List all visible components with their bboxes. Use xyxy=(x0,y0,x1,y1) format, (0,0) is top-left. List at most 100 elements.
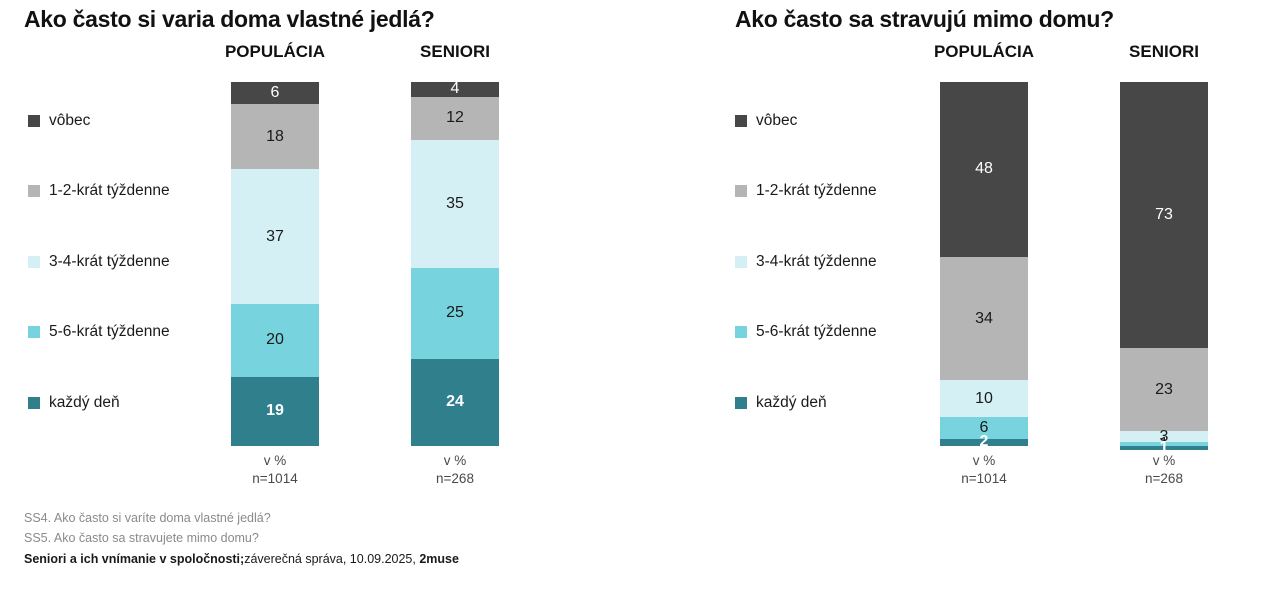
bar-segment[interactable]: 19 xyxy=(231,376,319,446)
bar-segment-value: 4 xyxy=(450,80,460,98)
legend-swatch-icon xyxy=(735,396,747,409)
footnote-source-detail: záverečná správa, 10.09.2025, xyxy=(244,551,420,566)
bar-segment-value: 34 xyxy=(975,309,993,327)
legend-item-3[interactable]: 5-6-krát týždenne xyxy=(735,324,877,340)
bar-footer-seniori-right: v % n=268 xyxy=(1120,452,1208,488)
bar-base-label: n=268 xyxy=(1145,470,1183,486)
bar-segment-value: 25 xyxy=(446,304,464,322)
bar-units-label: v % xyxy=(1152,453,1176,468)
legend-item-label: 3-4-krát týždenne xyxy=(756,253,877,270)
legend-item-label: 1-2-krát týždenne xyxy=(49,182,170,199)
column-header-populacia-left: POPULÁCIA xyxy=(224,42,326,61)
bar-segment[interactable]: 10 xyxy=(940,380,1028,417)
bar-segment-value: 18 xyxy=(266,127,284,145)
legend-swatch-icon xyxy=(735,255,747,268)
bar-segment-value: 2 xyxy=(979,433,989,451)
bar-base-label: n=268 xyxy=(436,470,474,486)
legend-item-label: každý deň xyxy=(756,394,827,411)
bar-segment-value: 3 xyxy=(1159,427,1169,445)
bar-segment[interactable]: 1 xyxy=(1120,439,1208,455)
bar-segment-value: 24 xyxy=(446,393,464,411)
bar-footer-populacia-left: v % n=1014 xyxy=(231,452,319,488)
footnote-ss5: SS5. Ako často sa stravujete mimo domu? xyxy=(24,531,259,546)
stacked-bar-seniori-left[interactable]: 4 12 35 25 24 xyxy=(411,80,499,446)
bar-segment[interactable]: 24 xyxy=(411,358,499,446)
legend-item-3[interactable]: 5-6-krát týždenne xyxy=(28,324,170,340)
footnote-source-brand: 2muse xyxy=(419,551,459,566)
column-header-seniori-right: SENIORI xyxy=(1129,42,1199,61)
legend-item-1[interactable]: 1-2-krát týždenne xyxy=(28,183,170,199)
bar-segment[interactable]: 73 xyxy=(1120,82,1208,348)
bar-segment-value: 19 xyxy=(266,402,284,420)
bar-base-label: n=1014 xyxy=(252,470,298,486)
stacked-bar-populacia-left[interactable]: 6 18 37 20 19 xyxy=(231,82,319,446)
legend-swatch-icon xyxy=(735,114,747,127)
stacked-bar-seniori-right[interactable]: 73 23 3 1 1 xyxy=(1120,82,1208,455)
legend-swatch-icon xyxy=(735,325,747,338)
bar-segment-value: 1 xyxy=(1159,435,1169,453)
bar-footer-seniori-left: v % n=268 xyxy=(411,452,499,488)
legend-swatch-icon xyxy=(28,184,40,197)
bar-units-label: v % xyxy=(972,453,996,468)
legend-swatch-icon xyxy=(28,396,40,409)
legend-item-4[interactable]: každý deň xyxy=(28,395,120,411)
bar-segment[interactable]: 1 xyxy=(1120,436,1208,452)
legend-item-label: každý deň xyxy=(49,394,120,411)
bar-segment[interactable]: 35 xyxy=(411,140,499,268)
legend-item-label: 5-6-krát týždenne xyxy=(756,323,877,340)
bar-segment[interactable]: 25 xyxy=(411,267,499,359)
bar-segment-value: 1 xyxy=(1159,438,1169,456)
bar-segment[interactable]: 37 xyxy=(231,169,319,305)
bar-segment-value: 48 xyxy=(975,160,993,178)
bar-segment[interactable]: 23 xyxy=(1120,347,1208,432)
legend-swatch-icon xyxy=(735,184,747,197)
bar-segment[interactable]: 6 xyxy=(940,416,1028,439)
bar-segment-value: 73 xyxy=(1155,205,1173,223)
bar-segment[interactable]: 12 xyxy=(411,96,499,141)
bar-units-label: v % xyxy=(263,453,287,468)
bar-segment-value: 6 xyxy=(270,83,280,101)
footnote-source: Seniori a ich vnímanie v spoločnosti;záv… xyxy=(24,549,459,569)
bar-segment[interactable]: 20 xyxy=(231,304,319,377)
chart-panel-eating-out: Ako často sa stravujú mimo domu? POPULÁC… xyxy=(639,0,1278,500)
chart-panel-cooking: Ako často si varia doma vlastné jedlá? P… xyxy=(0,0,639,500)
bar-units-label: v % xyxy=(443,453,467,468)
bar-segment[interactable]: 34 xyxy=(940,256,1028,381)
legend-item-0[interactable]: vôbec xyxy=(28,113,90,129)
page-title-left: Ako často si varia doma vlastné jedlá? xyxy=(24,6,435,32)
legend-item-label: vôbec xyxy=(756,112,798,129)
bar-segment-value: 10 xyxy=(975,389,993,407)
legend-item-1[interactable]: 1-2-krát týždenne xyxy=(735,183,877,199)
bar-segment-value: 12 xyxy=(446,109,464,127)
bar-segment[interactable]: 48 xyxy=(940,82,1028,257)
column-header-seniori-left: SENIORI xyxy=(420,42,490,61)
stacked-bar-populacia-right[interactable]: 48 34 10 6 2 xyxy=(940,82,1028,450)
legend-swatch-icon xyxy=(28,325,40,338)
legend-item-label: vôbec xyxy=(49,112,91,129)
bar-segment-value: 6 xyxy=(979,418,989,436)
bar-segment-value: 35 xyxy=(446,194,464,212)
legend-swatch-icon xyxy=(28,255,40,268)
legend-item-0[interactable]: vôbec xyxy=(735,113,797,129)
bar-segment[interactable]: 6 xyxy=(231,82,319,104)
bar-segment[interactable]: 18 xyxy=(231,103,319,170)
legend-item-4[interactable]: každý deň xyxy=(735,395,827,411)
bar-segment-value: 37 xyxy=(266,227,284,245)
bar-segment-value: 23 xyxy=(1155,380,1173,398)
footnote-source-study: Seniori a ich vnímanie v spoločnosti; xyxy=(24,551,245,566)
footnote-ss4: SS4. Ako často si varíte doma vlastné je… xyxy=(24,511,271,525)
bar-segment[interactable]: 2 xyxy=(940,434,1028,450)
legend-swatch-icon xyxy=(28,114,40,127)
bar-base-label: n=1014 xyxy=(961,470,1007,486)
legend-item-label: 3-4-krát týždenne xyxy=(49,253,170,270)
legend-item-label: 1-2-krát týždenne xyxy=(756,182,877,199)
legend-item-label: 5-6-krát týždenne xyxy=(49,323,170,340)
bar-segment[interactable]: 4 xyxy=(411,80,499,98)
footnotes: SS4. Ako často si varíte doma vlastné je… xyxy=(24,508,459,569)
column-header-populacia-right: POPULÁCIA xyxy=(933,42,1035,61)
bar-footer-populacia-right: v % n=1014 xyxy=(940,452,1028,488)
page-title-right: Ako často sa stravujú mimo domu? xyxy=(735,6,1114,32)
legend-item-2[interactable]: 3-4-krát týždenne xyxy=(735,254,877,270)
legend-item-2[interactable]: 3-4-krát týždenne xyxy=(28,254,170,270)
bar-segment[interactable]: 3 xyxy=(1120,427,1208,445)
